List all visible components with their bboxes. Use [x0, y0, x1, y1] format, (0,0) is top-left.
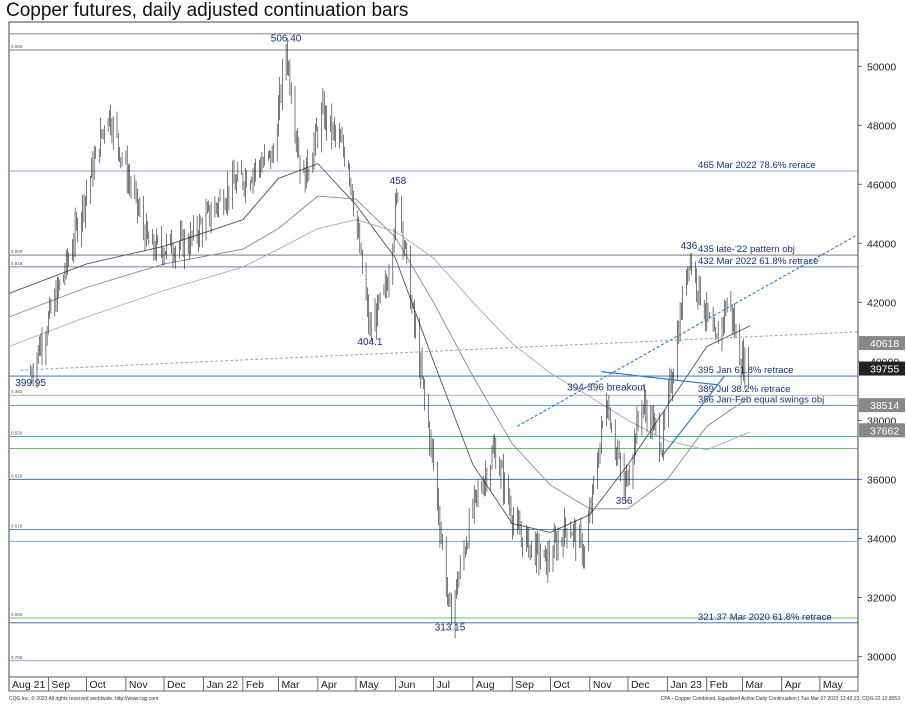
level-label: 395 Jan 61.8% retrace: [698, 365, 794, 376]
trend-line: [661, 375, 726, 457]
x-tick-label: Jan 23: [670, 679, 702, 691]
price-annotations: 506.40 399.95 404.1 458 313.15 356 436 394-396 …: [15, 33, 697, 633]
x-tick-label: Apr: [785, 679, 802, 691]
price-annotation: 506.40: [271, 33, 302, 44]
trend-lines: [20, 233, 859, 457]
price-tag-box: [859, 423, 905, 438]
level-ratio: 0.618: [11, 261, 23, 266]
x-tick-label: May: [823, 679, 844, 691]
x-tick-label: Dec: [631, 679, 650, 691]
y-tick-label: 44000: [867, 238, 896, 250]
y-tick-label: 42000: [867, 297, 896, 309]
x-tick-label: Jun: [398, 679, 415, 691]
plot-frame: [8, 21, 859, 678]
y-tick-label: 30000: [867, 651, 896, 663]
y-tick-label: 36000: [867, 474, 896, 486]
x-tick-label: Aug: [476, 679, 495, 691]
level-label: 386 Jan-Feb equal swings obj: [698, 395, 824, 406]
level-ratio: 0.786: [11, 655, 23, 660]
footer-source: CPA - Copper Combined, Equalized Active …: [660, 696, 900, 702]
price-tag-box: [859, 361, 905, 376]
ma-medium-line: [8, 195, 751, 510]
level-ratio: 0.500: [11, 431, 23, 436]
trend-line: [601, 371, 719, 386]
price-annotation: 436: [681, 241, 698, 252]
x-tick-label: Aug 21: [12, 679, 45, 691]
y-tick-label: 50000: [867, 61, 896, 73]
x-tick-label: Mar: [745, 679, 764, 691]
x-tick-label: Oct: [90, 679, 106, 691]
footer-copyright: CQG Inc. © 2023 All rights reserved worl…: [9, 696, 159, 702]
price-tag-label: 39755: [870, 364, 899, 376]
trend-line: [517, 233, 859, 427]
price-bars: [30, 37, 750, 639]
level-label: 435 late-'22 pattern obj: [698, 244, 795, 255]
y-tick-label: 32000: [867, 592, 896, 604]
ma-slow-line: [8, 219, 751, 451]
x-tick-label: Apr: [321, 679, 338, 691]
x-tick-label: Sep: [515, 679, 534, 691]
level-ratio: 0.000: [11, 249, 23, 254]
x-tick-label: Feb: [710, 679, 728, 691]
x-tick-label: Oct: [553, 679, 569, 691]
level-ratio: 0.000: [11, 612, 23, 617]
ma-fast-line: [8, 163, 751, 533]
price-tag-label: 38514: [870, 400, 899, 412]
x-axis: Aug 21 Sep Oct Nov Dec Jan 22 Feb Mar Apr May Jun J…: [8, 676, 859, 692]
price-annotation: 458: [390, 176, 407, 187]
x-tick-label: May: [359, 679, 380, 691]
price-tag-label: 40618: [870, 338, 899, 350]
y-tick-label: 34000: [867, 533, 896, 545]
x-tick-label: Jan 22: [206, 679, 238, 691]
x-tick-label: Dec: [167, 679, 186, 691]
chart-title: Copper futures, daily adjusted continuat…: [6, 0, 409, 21]
level-ratio: 0.618: [11, 473, 23, 478]
x-tick-label: Nov: [129, 679, 148, 691]
x-tick-label: Feb: [246, 679, 264, 691]
x-tick-label: Nov: [593, 679, 612, 691]
level-ratio: 0.618: [11, 523, 23, 528]
level-label: 465 Mar 2022 78.6% rerace: [698, 160, 816, 171]
level-label: 321.37 Mar 2020 61.8% retrace: [698, 612, 832, 623]
price-annotation: 313.15: [435, 623, 466, 634]
price-annotation: 356: [616, 496, 633, 507]
x-tick-label: Mar: [281, 679, 300, 691]
plot-area: [8, 21, 859, 678]
y-tick-label: 46000: [867, 179, 896, 191]
price-annotation: 394-396 breakout: [567, 383, 646, 394]
price-annotation: 404.1: [357, 337, 382, 348]
price-tag-box: [859, 336, 905, 351]
x-tick-label: Jul: [437, 679, 450, 691]
price-tag-box: [859, 398, 905, 413]
level-ratio: 0.000: [11, 44, 23, 49]
price-annotation: 399.95: [15, 378, 46, 389]
price-tags: 4061840000397553851437662: [859, 336, 905, 438]
y-tick-label: 48000: [867, 120, 896, 132]
level-ratio: 0.382: [11, 389, 23, 394]
level-label: 389 Jul 38.2% retrace: [698, 384, 790, 395]
price-tag-label: 37662: [870, 425, 899, 437]
moving-averages: [8, 163, 751, 533]
horizontal-levels: 0.000 465 Mar 2022 78.6% rerace 435 late-'…: [9, 33, 858, 662]
x-tick-label: Sep: [51, 679, 70, 691]
level-label: 432 Mar 2022 61.8% retrace: [698, 256, 818, 267]
